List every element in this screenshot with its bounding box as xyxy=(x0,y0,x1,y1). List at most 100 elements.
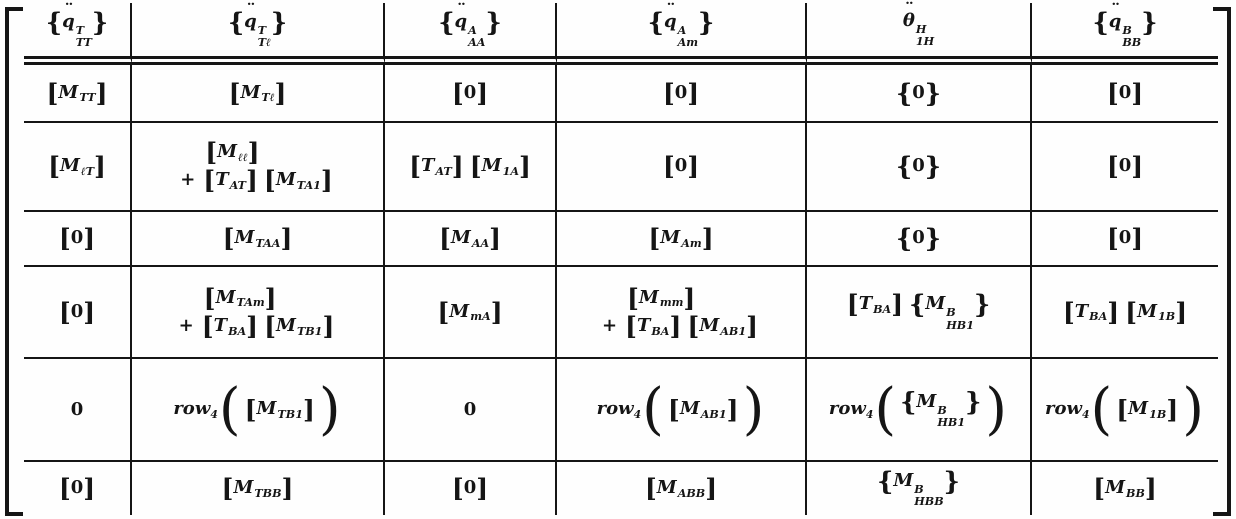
matrix-term: [M1B] xyxy=(1116,396,1178,422)
open-fence: { xyxy=(1092,6,1109,37)
base-symbol: ¨ q xyxy=(244,0,257,32)
cell-line: [0] xyxy=(56,299,98,324)
subscript: Am xyxy=(681,236,702,250)
subscript: BA xyxy=(1089,310,1108,324)
matrix-term: {M B HB1} xyxy=(900,389,981,429)
matrix-cell-r1c6: [0] xyxy=(1032,65,1218,123)
cell-content: [MAA] xyxy=(436,225,504,251)
base-symbol: ¨ q xyxy=(62,0,75,32)
open-fence: [ xyxy=(58,222,71,253)
subscript: 1A xyxy=(502,164,519,178)
matrix-term: [0] xyxy=(59,299,95,324)
base-symbol: M xyxy=(275,169,296,191)
matrix-cell-r6c4: [MABB] xyxy=(557,462,807,515)
cell-line: [MBB] xyxy=(1090,472,1160,503)
open-fence: [ xyxy=(58,296,71,327)
matrix-cell-r1c5: {0} xyxy=(807,65,1032,123)
matrix-term: [0] xyxy=(59,225,95,250)
open-fence: [ xyxy=(244,393,257,424)
close-fence: ] xyxy=(705,472,718,503)
base-symbol: T xyxy=(858,293,873,315)
matrix-cell-r4c5: [TBA] {M B HB1} xyxy=(807,267,1032,359)
base-symbol: M xyxy=(699,314,720,336)
matrix-cell-r2c3: [TAT] [M1A] xyxy=(385,123,557,212)
close-fence: ] xyxy=(322,310,335,341)
close-fence: ] xyxy=(1144,472,1157,503)
matrix-term: [MTAA] xyxy=(223,225,293,250)
cell-line: [MmA] xyxy=(434,299,505,324)
close-fence: } xyxy=(924,222,941,253)
cell-content: [0] xyxy=(56,225,98,251)
close-fence: ] xyxy=(891,288,904,319)
open-fence: { xyxy=(896,77,913,108)
open-fence: [ xyxy=(58,472,71,503)
close-fence: ] xyxy=(1175,296,1188,327)
cell-content: {0} xyxy=(893,222,944,253)
cell-content: [0] xyxy=(56,472,98,503)
open-fence: [ xyxy=(626,282,639,313)
close-fence: ] xyxy=(1107,296,1120,327)
matrix-term: [MℓT] xyxy=(48,153,106,178)
open-fence: [ xyxy=(1062,296,1075,327)
base-symbol: M xyxy=(449,300,470,322)
cell-content: [0] xyxy=(1104,80,1146,105)
open-fence: [ xyxy=(205,136,218,167)
open-fence: [ xyxy=(1125,296,1138,327)
function-name: row4 xyxy=(173,398,218,421)
base-symbol: M xyxy=(240,81,261,103)
matrix-header-cell-c5: ¨ θ H 1H xyxy=(807,0,1032,65)
base-symbol: M xyxy=(925,293,946,315)
open-fence: { xyxy=(909,288,926,319)
open-fence: [ xyxy=(203,165,216,195)
matrix-term: [MAB1] xyxy=(687,313,758,338)
cell-line: + [TBA] [MAB1] xyxy=(601,313,761,339)
matrix-term: {¨ q T Tℓ} xyxy=(228,0,287,50)
base-symbol: ¨ θ xyxy=(902,0,915,32)
matrix-term: [MTBB] xyxy=(222,475,294,500)
cell-line: [TAT] [M1A] xyxy=(406,150,534,181)
cell-line: [MTAm] xyxy=(201,285,280,310)
cell-line: [0] xyxy=(660,150,702,181)
open-fence: [ xyxy=(263,165,276,195)
base-symbol: 0 xyxy=(1118,155,1132,177)
base-symbol: 0 xyxy=(463,81,477,103)
close-fence: ] xyxy=(1131,222,1144,253)
cell-content: 0 xyxy=(68,399,87,420)
matrix-cell-r6c5: {M B HBB} xyxy=(807,462,1032,515)
matrix-cell-r5c6: row4([M1B]) xyxy=(1032,359,1218,462)
cell-line: {0} xyxy=(893,222,944,253)
open-fence: [ xyxy=(409,150,422,181)
open-fence: [ xyxy=(662,150,675,181)
cell-line: {¨ q T Tℓ} xyxy=(225,0,290,50)
base-symbol: M xyxy=(276,314,296,336)
double-dot-accent: ¨ xyxy=(1111,0,1120,21)
cell-line: [Mmm] xyxy=(624,285,698,310)
cell-content: [MℓT] xyxy=(45,153,109,179)
sup-sub-stack: T Tℓ xyxy=(257,23,271,50)
matrix-cell-r5c5: row4({M B HB1}) xyxy=(807,359,1032,462)
cell-content: row4([MTB1]) xyxy=(171,381,343,437)
matrix-term: [TBA] xyxy=(625,313,681,338)
close-fence: ] xyxy=(1131,77,1144,108)
base-symbol: 0 xyxy=(70,300,84,322)
cell-content: [MmA] xyxy=(434,299,505,324)
open-fence: [ xyxy=(201,310,214,341)
cell-content: [MTT] xyxy=(44,80,111,105)
cell-content: 0 xyxy=(461,399,480,420)
cell-content: [TBA] [M1B] xyxy=(1060,299,1190,324)
base-symbol: M xyxy=(1128,398,1149,420)
matrix-term: {M B HB1} xyxy=(909,291,990,331)
close-fence: ] xyxy=(246,310,259,341)
subscript: BA xyxy=(228,324,247,338)
base-symbol: T xyxy=(213,314,228,336)
matrix-term: [MAB1] xyxy=(668,396,739,422)
matrix-term: [MTA1] xyxy=(264,167,333,192)
matrix-term: [Mℓℓ] xyxy=(205,139,259,164)
plus-operator: + xyxy=(178,314,194,336)
base-symbol: M xyxy=(916,390,937,412)
subscript: 1B xyxy=(1158,310,1176,324)
base-symbol: 0 xyxy=(674,155,688,177)
cell-line: [MTℓ] xyxy=(226,80,290,105)
base-symbol: 0 xyxy=(463,477,477,499)
